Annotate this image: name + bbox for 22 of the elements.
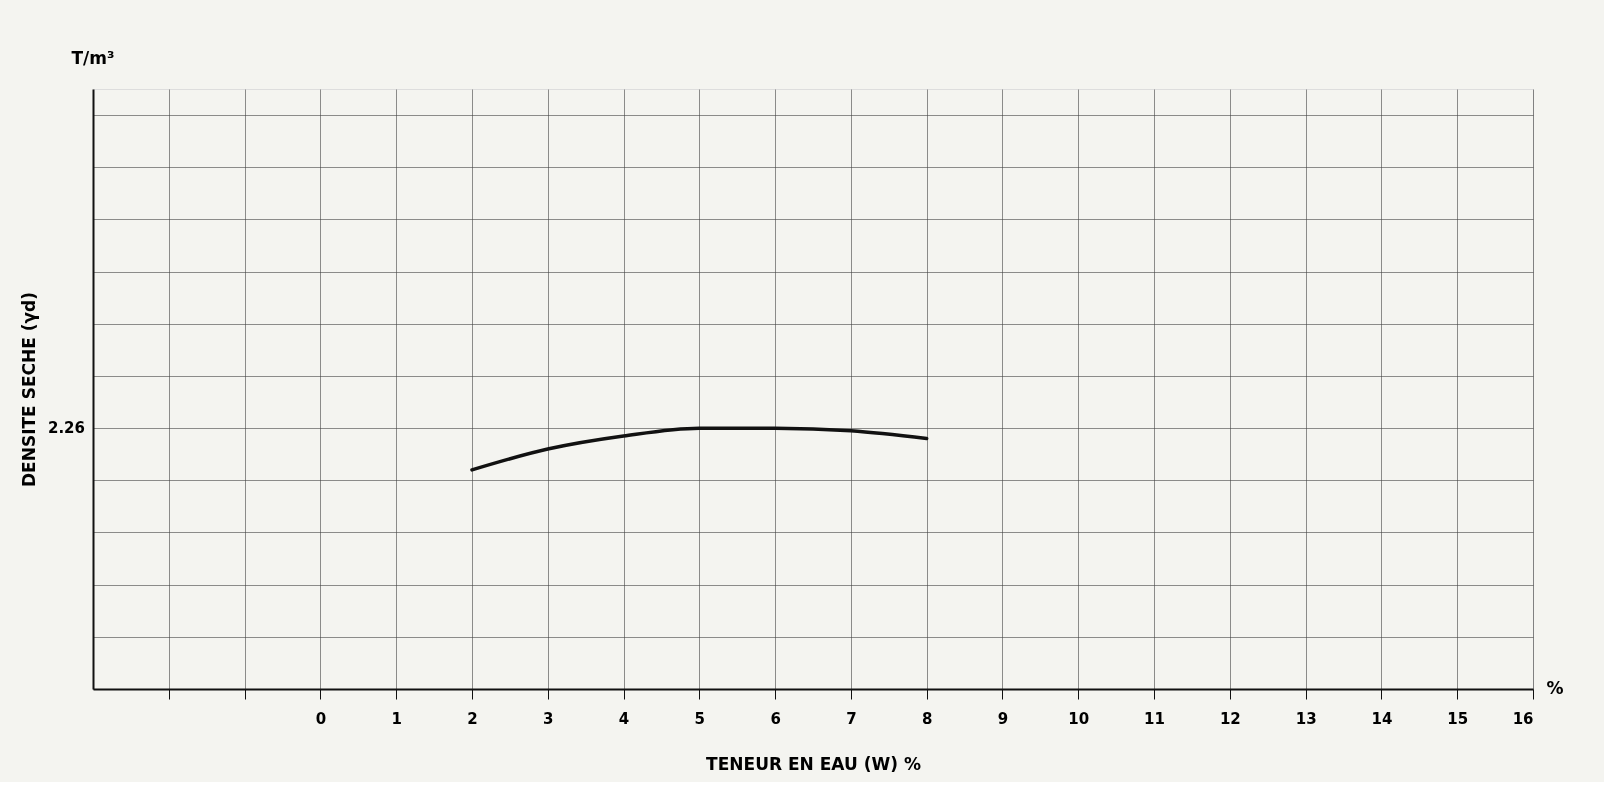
x-tick-label: 2 [467,709,478,728]
y-axis-title: DENSITE SECHE (γd) [18,291,39,488]
text: T/m³ [71,48,115,68]
x-tick-label: 3 [543,709,554,728]
x-tick-label: 6 [770,709,781,728]
x-tick-label: 13 [1295,709,1317,728]
x-tick-label: 10 [1068,709,1090,728]
x-tick-label: 9 [997,709,1009,728]
x-tick-label: 7 [846,709,857,728]
x-tick-label: 4 [618,709,630,728]
x-tick-label: 0 [315,709,327,728]
x-tick-label: 12 [1219,709,1241,728]
text: 2.26 [47,419,85,438]
x-tick-label: 15 [1447,709,1469,728]
x-tick-label: 1 [391,709,402,728]
text: % [1546,678,1564,698]
x-tick-label: 14 [1371,709,1393,728]
x-tick-label: 11 [1144,709,1165,728]
x-axis-title: TENEUR EN EAU (W) % [706,753,921,774]
x-tick-label: 16 [1512,709,1534,728]
x-tick-label: 5 [694,709,706,728]
x-tick-label: 8 [921,709,933,728]
